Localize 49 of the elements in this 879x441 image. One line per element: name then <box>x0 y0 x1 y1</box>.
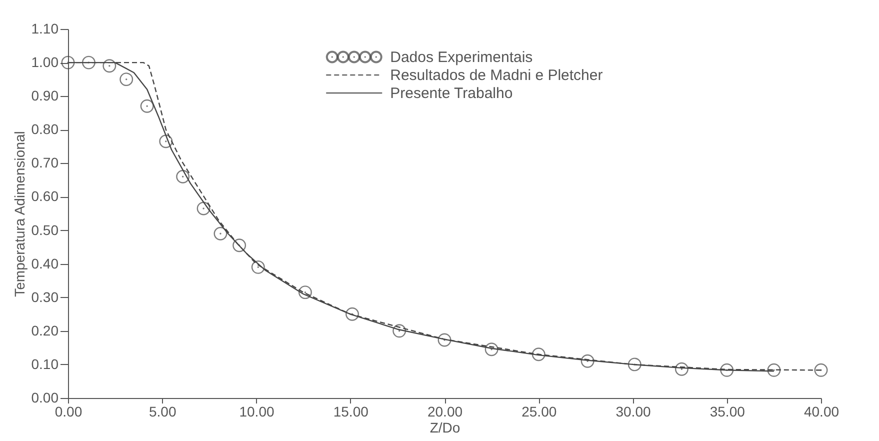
point <box>628 358 642 372</box>
point <box>232 238 246 252</box>
x-tick-label: 25.00 <box>522 404 557 420</box>
point <box>392 324 406 338</box>
point <box>814 363 828 377</box>
x-tick-label: 10.00 <box>239 404 274 420</box>
point <box>102 59 116 73</box>
point <box>82 56 96 70</box>
x-axis-title: Z/Do <box>430 420 460 436</box>
y-tick-label: 0.10 <box>31 356 59 372</box>
point <box>196 202 210 216</box>
point <box>674 362 688 376</box>
y-tick-label: 0.80 <box>31 121 59 138</box>
y-tick-label: 1.00 <box>31 54 59 70</box>
y-tick-label: 0.70 <box>31 154 59 171</box>
point <box>298 286 312 300</box>
y-tick-label: 0.50 <box>31 222 59 238</box>
point <box>484 342 498 356</box>
point <box>140 99 154 113</box>
point <box>532 348 546 362</box>
legend-label: Presente Trabalho <box>390 85 513 102</box>
y-tick-label: 0.00 <box>31 390 59 406</box>
point <box>251 260 265 274</box>
x-tick-label: 0.00 <box>54 404 82 420</box>
y-tick-label: 0.40 <box>31 255 59 272</box>
point <box>159 134 173 148</box>
y-tick-label: 0.90 <box>31 88 59 104</box>
legend-label: Dados Experimentais <box>390 49 533 66</box>
y-tick-label: 0.20 <box>31 322 59 338</box>
x-tick-label: 30.00 <box>616 404 651 420</box>
point <box>214 226 228 240</box>
x-tick-label: 40.00 <box>804 404 840 420</box>
point <box>580 354 594 368</box>
x-tick-label: 20.00 <box>427 404 463 420</box>
point <box>61 56 75 70</box>
point <box>176 170 190 184</box>
y-tick-label: 0.60 <box>31 188 59 204</box>
point <box>346 307 359 321</box>
y-tick-label: 0.30 <box>31 288 59 305</box>
y-tick-label: 1.10 <box>31 20 59 36</box>
x-tick-label: 15.00 <box>333 404 369 420</box>
point <box>767 363 781 377</box>
x-tick-label: 5.00 <box>149 404 176 420</box>
point <box>720 363 734 377</box>
point <box>120 72 134 86</box>
point <box>438 333 452 347</box>
legend-label: Resultados de Madni e Pletcher <box>390 67 603 84</box>
x-tick-label: 35.00 <box>710 404 746 420</box>
y-axis-title: Temperatura Adimensional <box>11 131 28 297</box>
